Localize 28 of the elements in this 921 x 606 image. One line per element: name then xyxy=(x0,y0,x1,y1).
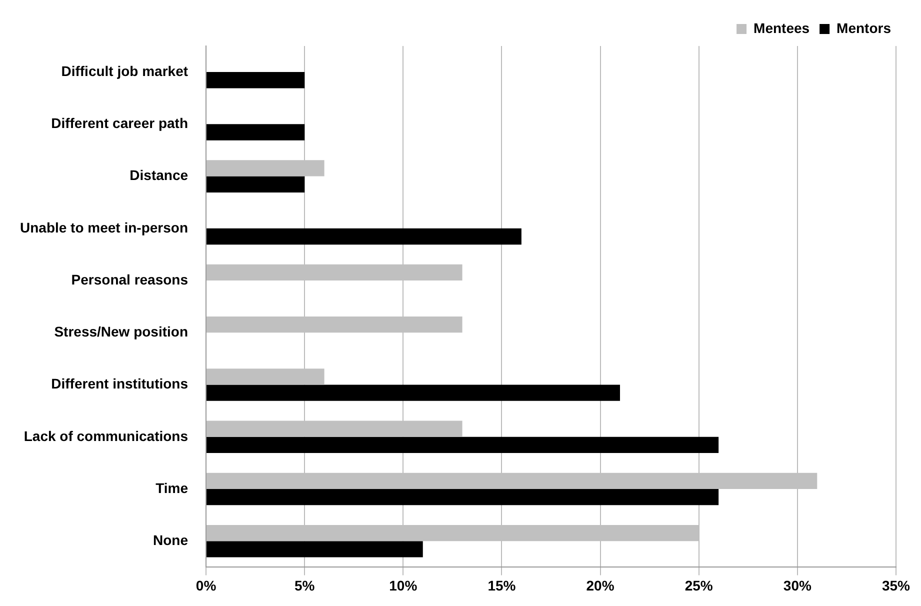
x-tick-label: 20% xyxy=(586,577,615,594)
y-tick-label: Stress/New position xyxy=(54,324,188,340)
y-tick-label: Lack of communications xyxy=(24,428,188,444)
bar xyxy=(206,384,620,401)
y-tick-label: Distance xyxy=(130,167,188,184)
legend-label: Mentors xyxy=(836,20,892,36)
y-tick-label: Unable to meet in-person xyxy=(20,219,188,236)
legend-label: Mentees xyxy=(754,20,810,36)
y-tick-label: Time xyxy=(156,480,188,496)
x-tick-label: 0% xyxy=(196,577,217,594)
x-tick-label: 30% xyxy=(783,577,812,594)
bar xyxy=(206,436,719,454)
x-tick-label: 15% xyxy=(488,577,516,594)
bar xyxy=(206,176,305,192)
x-tick-label: 5% xyxy=(294,577,316,594)
bar xyxy=(206,124,305,140)
x-tick-label: 35% xyxy=(882,577,911,594)
bar xyxy=(206,541,423,558)
bar xyxy=(206,489,719,506)
x-tick-label: 10% xyxy=(389,577,418,594)
y-tick-label: Personal reasons xyxy=(71,271,188,288)
y-tick-label: Different institutions xyxy=(51,376,188,392)
x-tick-label: 25% xyxy=(684,577,714,594)
y-tick-label: None xyxy=(153,532,188,548)
y-tick-label: Different career path xyxy=(51,115,188,132)
bar xyxy=(206,228,522,245)
bar xyxy=(206,72,305,88)
y-tick-label: Difficult job market xyxy=(61,62,188,79)
